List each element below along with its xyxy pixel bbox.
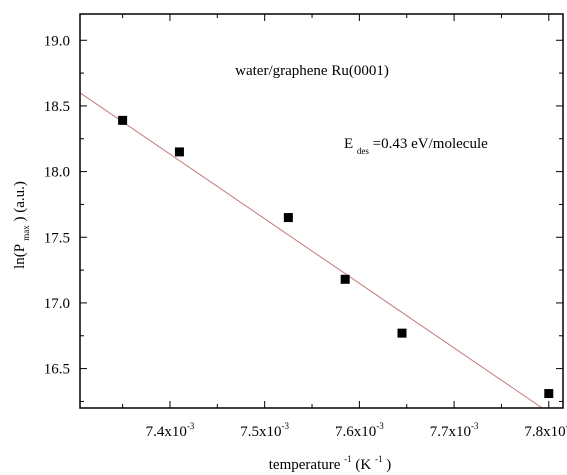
data-point [340, 274, 350, 284]
y-axis-title-rest: ) (a.u.) [12, 181, 28, 221]
x-tick-label: 7.6x10-3 [335, 421, 384, 440]
data-point [283, 213, 293, 223]
y-tick-label: 18.0 [44, 165, 70, 181]
data-point [174, 147, 184, 157]
x-tick-mantissa: 7.4x10 [146, 424, 187, 440]
x-tick-label: 7.8x10-3 [524, 421, 567, 440]
annotation-sample: water/graphene Ru(0001) [235, 63, 389, 79]
y-tick-label: 16.5 [44, 362, 70, 378]
x-tick-mantissa: 7.7x10 [430, 424, 471, 440]
annotation-edes-rest: =0.43 eV/molecule [373, 136, 488, 152]
plot-frame [79, 13, 564, 409]
y-tick-label: 17.0 [44, 296, 70, 312]
x-tick-label: 7.7x10-3 [430, 421, 479, 440]
fit-line [80, 92, 543, 408]
x-axis-title-unit-close: ) [386, 457, 391, 473]
x-axis-title: temperature -1 (K -1 ) [269, 450, 391, 473]
x-axis-title-sup: -1 [344, 454, 352, 464]
axis-ticks [80, 14, 563, 408]
y-axis-title-base: ln(P [12, 244, 28, 269]
y-tick-label: 18.5 [44, 99, 70, 115]
x-tick-exponent: -3 [376, 421, 384, 431]
y-axis-title: ln(P max ) (a.u.) [12, 181, 33, 269]
x-tick-label: 7.5x10-3 [240, 421, 289, 440]
data-point [544, 389, 554, 399]
x-tick-mantissa: 7.5x10 [240, 424, 281, 440]
y-tick-label: 17.5 [44, 230, 70, 246]
x-tick-exponent: -3 [566, 421, 567, 431]
y-axis-title-sub: max [21, 225, 31, 241]
x-tick-exponent: -3 [187, 421, 195, 431]
x-axis-title-base: temperature [269, 457, 341, 473]
x-tick-exponent: -3 [471, 421, 479, 431]
data-point [397, 328, 407, 338]
y-tick-label: 19.0 [44, 33, 70, 49]
data-points [118, 115, 554, 399]
annotation-edes-base: E [344, 136, 353, 152]
x-tick-mantissa: 7.6x10 [335, 424, 376, 440]
x-axis-title-unit-open: (K [355, 457, 371, 473]
x-tick-exponent: -3 [282, 421, 290, 431]
annotation-edes: E des =0.43 eV/molecule [344, 136, 488, 158]
annotation-edes-sub: des [357, 146, 369, 156]
data-point [118, 115, 128, 125]
x-tick-label: 7.4x10-3 [146, 421, 195, 440]
x-axis-title-unit-sup: -1 [375, 454, 383, 464]
fit-layer [80, 92, 543, 408]
x-tick-mantissa: 7.8x10 [524, 424, 565, 440]
